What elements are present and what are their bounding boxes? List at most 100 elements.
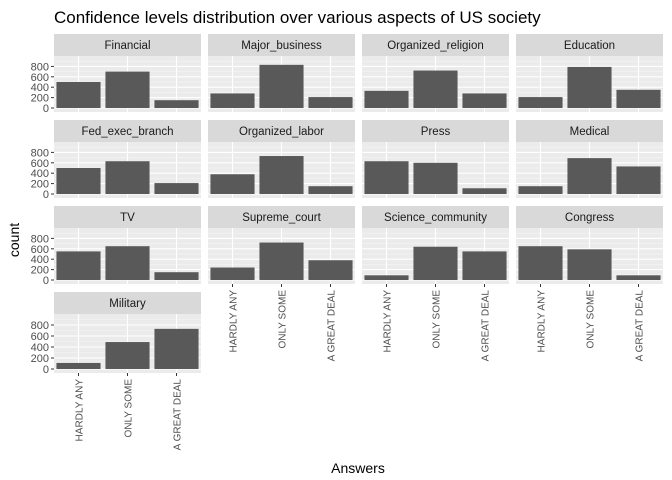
y-tick-label: 0 (43, 189, 49, 201)
bar (210, 174, 255, 194)
y-tick-label: 600 (31, 72, 49, 84)
bar (364, 90, 409, 108)
facet-strip-label: Medical (570, 126, 610, 138)
y-tick-label: 800 (31, 320, 49, 332)
bar (154, 183, 199, 194)
bar (56, 362, 101, 369)
bar (413, 70, 458, 108)
bar (567, 249, 612, 280)
x-tick-label: HARDLY ANY (75, 379, 86, 442)
bar (105, 71, 150, 108)
facet-strip-label: Organized_labor (239, 126, 324, 138)
bar (462, 93, 507, 108)
facet-strip (516, 120, 663, 142)
facet-strip-label: Science_community (384, 212, 487, 224)
facet-panel: Major_business (208, 34, 355, 112)
bar (308, 260, 353, 280)
bar (56, 82, 101, 108)
bar (259, 156, 304, 194)
facet-panel: Congress HARDLY ANY ONLY SOME A GREAT DEAL (516, 206, 663, 361)
y-tick-label: 600 (31, 244, 49, 256)
facet-panel: Science_community HARDLY ANY ONLY SOME A GR… (362, 206, 509, 361)
facet-strip-label: Education (564, 40, 615, 52)
facet-strip (516, 206, 663, 228)
facet-strip-label: Supreme_court (242, 212, 321, 224)
x-tick-label: HARDLY ANY (537, 290, 548, 353)
y-tick-label: 0 (43, 275, 49, 287)
x-tick-label: A GREAT DEAL (173, 379, 184, 451)
facet-strip-label: TV (120, 212, 135, 224)
facet-strip (208, 120, 355, 142)
bar (616, 89, 661, 108)
bar (518, 246, 563, 280)
bar (308, 186, 353, 194)
bar (518, 97, 563, 108)
x-tick-label: A GREAT DEAL (481, 290, 492, 362)
bar (462, 188, 507, 194)
y-tick-label: 200 (31, 179, 49, 191)
bar (259, 64, 304, 108)
y-tick-label: 200 (31, 265, 49, 277)
facet-strip (54, 206, 201, 228)
chart-title: Confidence levels distribution over vari… (54, 8, 541, 27)
bar (210, 93, 255, 108)
facet-strip (362, 34, 509, 56)
facet-panel: Organized_labor (208, 120, 355, 198)
y-tick-label: 600 (31, 331, 49, 343)
y-tick-label: 400 (31, 82, 49, 94)
y-tick-label: 0 (43, 364, 49, 376)
bar (308, 97, 353, 108)
bar (56, 251, 101, 280)
bar (105, 246, 150, 280)
bar (154, 272, 199, 280)
facet-strip (54, 120, 201, 142)
y-tick-label: 0 (43, 103, 49, 115)
bar (105, 161, 150, 194)
x-tick-label: ONLY SOME (586, 290, 597, 349)
facet-strip-label: Congress (565, 212, 614, 224)
x-axis-label: Answers (331, 460, 385, 476)
y-tick-label: 600 (31, 158, 49, 170)
facet-strip (54, 292, 201, 314)
bar (259, 242, 304, 280)
y-tick-label: 800 (31, 61, 49, 73)
bar (413, 246, 458, 280)
y-tick-label: 400 (31, 254, 49, 266)
facet-strip (208, 206, 355, 228)
facet-strip-label: Major_business (241, 40, 322, 52)
y-tick-label: 200 (31, 353, 49, 365)
facet-strip-label: Fed_exec_branch (81, 126, 173, 138)
facet-panel: Press (362, 120, 509, 198)
x-tick-label: HARDLY ANY (383, 290, 394, 353)
facet-panel: Organized_religion (362, 34, 509, 112)
y-axis-label: count (6, 223, 22, 257)
bar (364, 161, 409, 194)
facet-panel: Supreme_court HARDLY ANY ONLY SOME A GREAT … (208, 206, 355, 361)
bar (56, 168, 101, 194)
bar (154, 100, 199, 108)
bar (567, 66, 612, 108)
facet-strip (54, 34, 201, 56)
y-tick-label: 800 (31, 147, 49, 159)
facet-strip-label: Financial (104, 40, 150, 52)
bar (616, 275, 661, 280)
facet-strip-label: Press (421, 126, 451, 138)
bar (105, 342, 150, 369)
facet-strip (362, 120, 509, 142)
bar (154, 328, 199, 369)
bar (567, 158, 612, 194)
y-tick-label: 200 (31, 93, 49, 105)
x-tick-label: A GREAT DEAL (635, 290, 646, 362)
x-tick-label: ONLY SOME (278, 290, 289, 349)
bar (462, 251, 507, 280)
x-tick-label: ONLY SOME (124, 379, 135, 438)
bar (518, 186, 563, 194)
facet-panel: Education (516, 34, 663, 112)
x-tick-label: A GREAT DEAL (327, 290, 338, 362)
y-tick-label: 400 (31, 342, 49, 354)
